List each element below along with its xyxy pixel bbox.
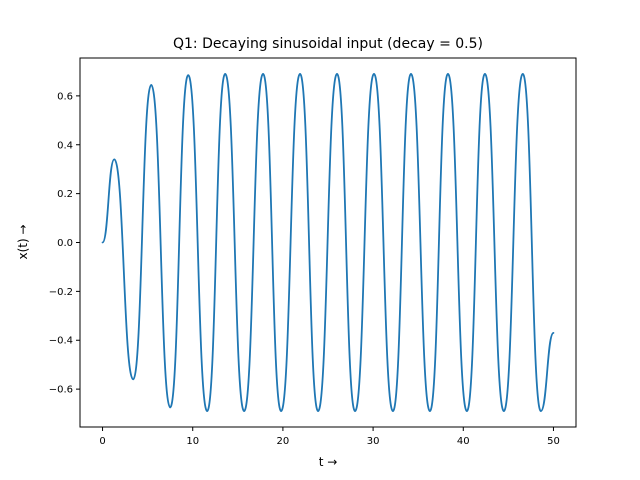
axis-ticks: 0 10 20 30 40 50 −0.6 −0.4 −0.2 0.0 0.2 0.4 0.6 <box>49 91 560 447</box>
y-tick-label: 0.0 <box>57 238 73 249</box>
x-tick-label: 50 <box>547 436 560 447</box>
y-tick-label: 0.4 <box>57 140 73 151</box>
plot-frame <box>79 57 577 428</box>
plot-area <box>101 72 555 413</box>
series-line <box>101 72 555 413</box>
y-tick-label: −0.6 <box>49 385 73 396</box>
chart-title: Q1: Decaying sinusoidal input (decay = 0… <box>173 36 483 52</box>
x-tick-label: 40 <box>457 436 470 447</box>
x-tick-label: 30 <box>367 436 380 447</box>
y-tick-label: −0.2 <box>49 287 73 298</box>
x-axis-label: t → <box>319 455 338 469</box>
x-tick-label: 0 <box>99 436 105 447</box>
x-tick-label: 20 <box>277 436 290 447</box>
y-tick-label: 0.6 <box>57 91 73 102</box>
y-tick-label: −0.4 <box>49 336 73 347</box>
x-tick-label: 10 <box>186 436 199 447</box>
y-axis-label: x(t) → <box>16 224 30 259</box>
y-tick-label: 0.2 <box>57 189 73 200</box>
